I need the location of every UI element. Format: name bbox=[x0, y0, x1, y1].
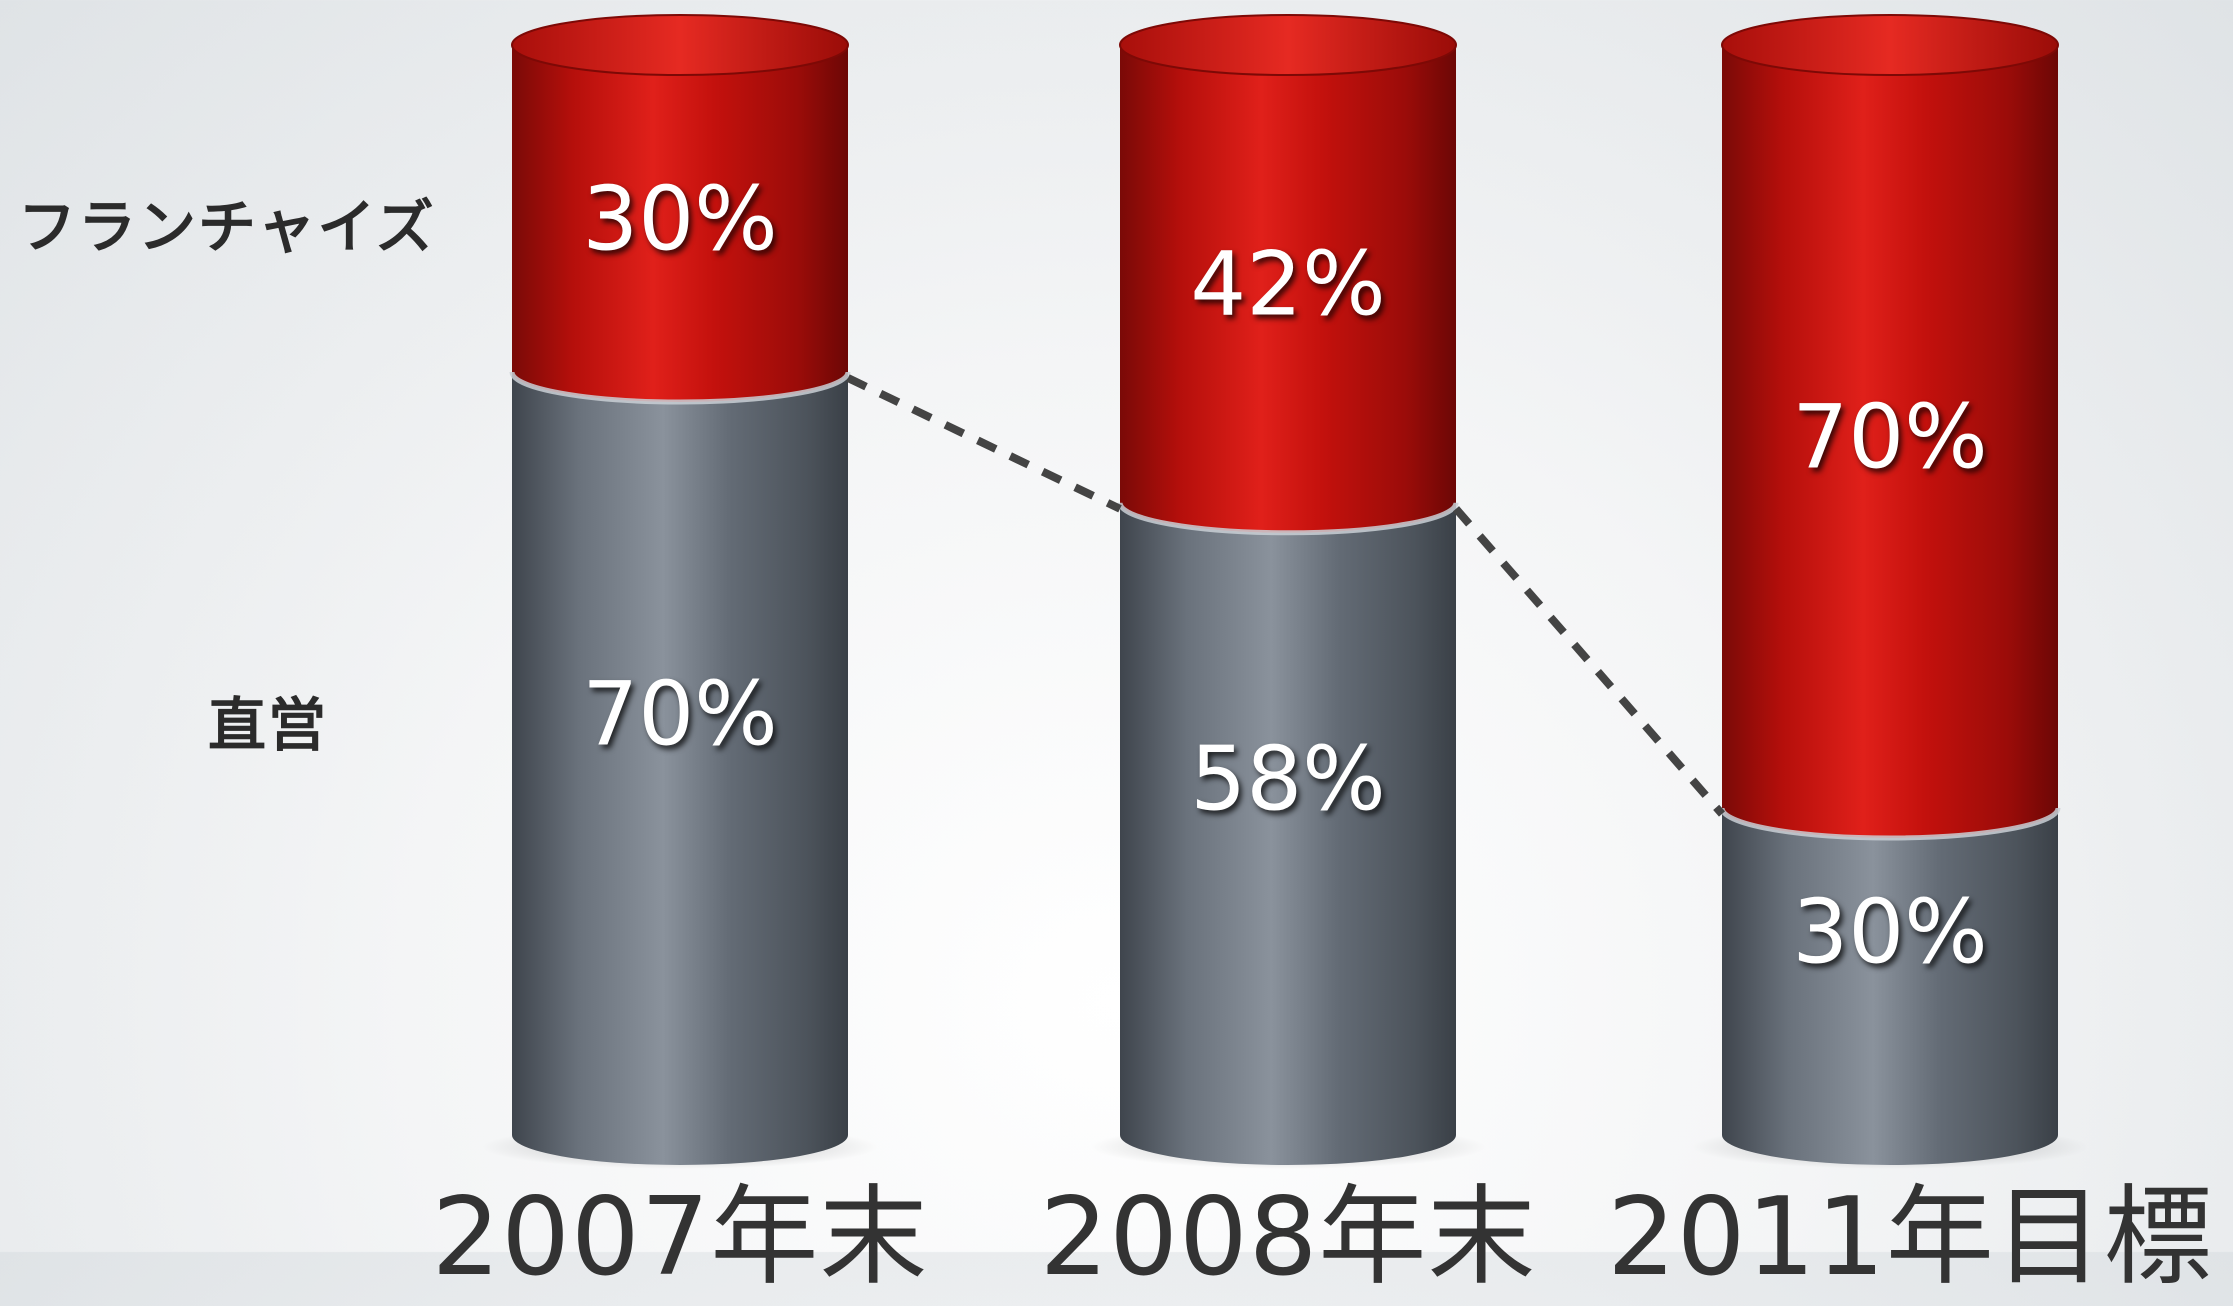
value-label-direct-3: 30% bbox=[1792, 880, 1988, 983]
stacked-cylinder-chart bbox=[482, 14, 2088, 1169]
bar-direct-1 bbox=[512, 372, 848, 1165]
bar-franchise-1 bbox=[512, 45, 848, 402]
category-label-2: 2008年末 bbox=[1039, 1175, 1537, 1300]
dashed-connector-1 bbox=[846, 374, 1122, 513]
bar-top-cap-1 bbox=[511, 14, 849, 76]
segment-boundary-2 bbox=[1117, 502, 1459, 536]
value-label-direct-1: 70% bbox=[582, 662, 778, 765]
bar-top-cap-2 bbox=[1119, 14, 1457, 76]
value-label-franchise-2: 42% bbox=[1190, 232, 1386, 336]
bar-direct-2 bbox=[1120, 502, 1456, 1165]
bar-franchise-3 bbox=[1722, 45, 2058, 838]
bar-top-cap-3 bbox=[1721, 14, 2059, 76]
value-label-direct-2: 58% bbox=[1190, 727, 1386, 831]
category-label-3: 2011年目標 bbox=[1607, 1175, 2213, 1300]
value-label-franchise-3: 70% bbox=[1792, 385, 1988, 488]
category-label-1: 2007年末 bbox=[431, 1175, 929, 1300]
bar-direct-3 bbox=[1722, 808, 2058, 1165]
dashed-connector-2 bbox=[1452, 506, 1726, 817]
segment-boundary-1 bbox=[509, 371, 851, 405]
legend-label-franchise: フランチャイズ bbox=[18, 193, 436, 261]
segment-boundary-3 bbox=[1719, 807, 2061, 841]
legend-label-direct: 直営 bbox=[208, 691, 329, 759]
value-label-franchise-1: 30% bbox=[582, 167, 778, 270]
bar-franchise-2 bbox=[1120, 45, 1456, 533]
